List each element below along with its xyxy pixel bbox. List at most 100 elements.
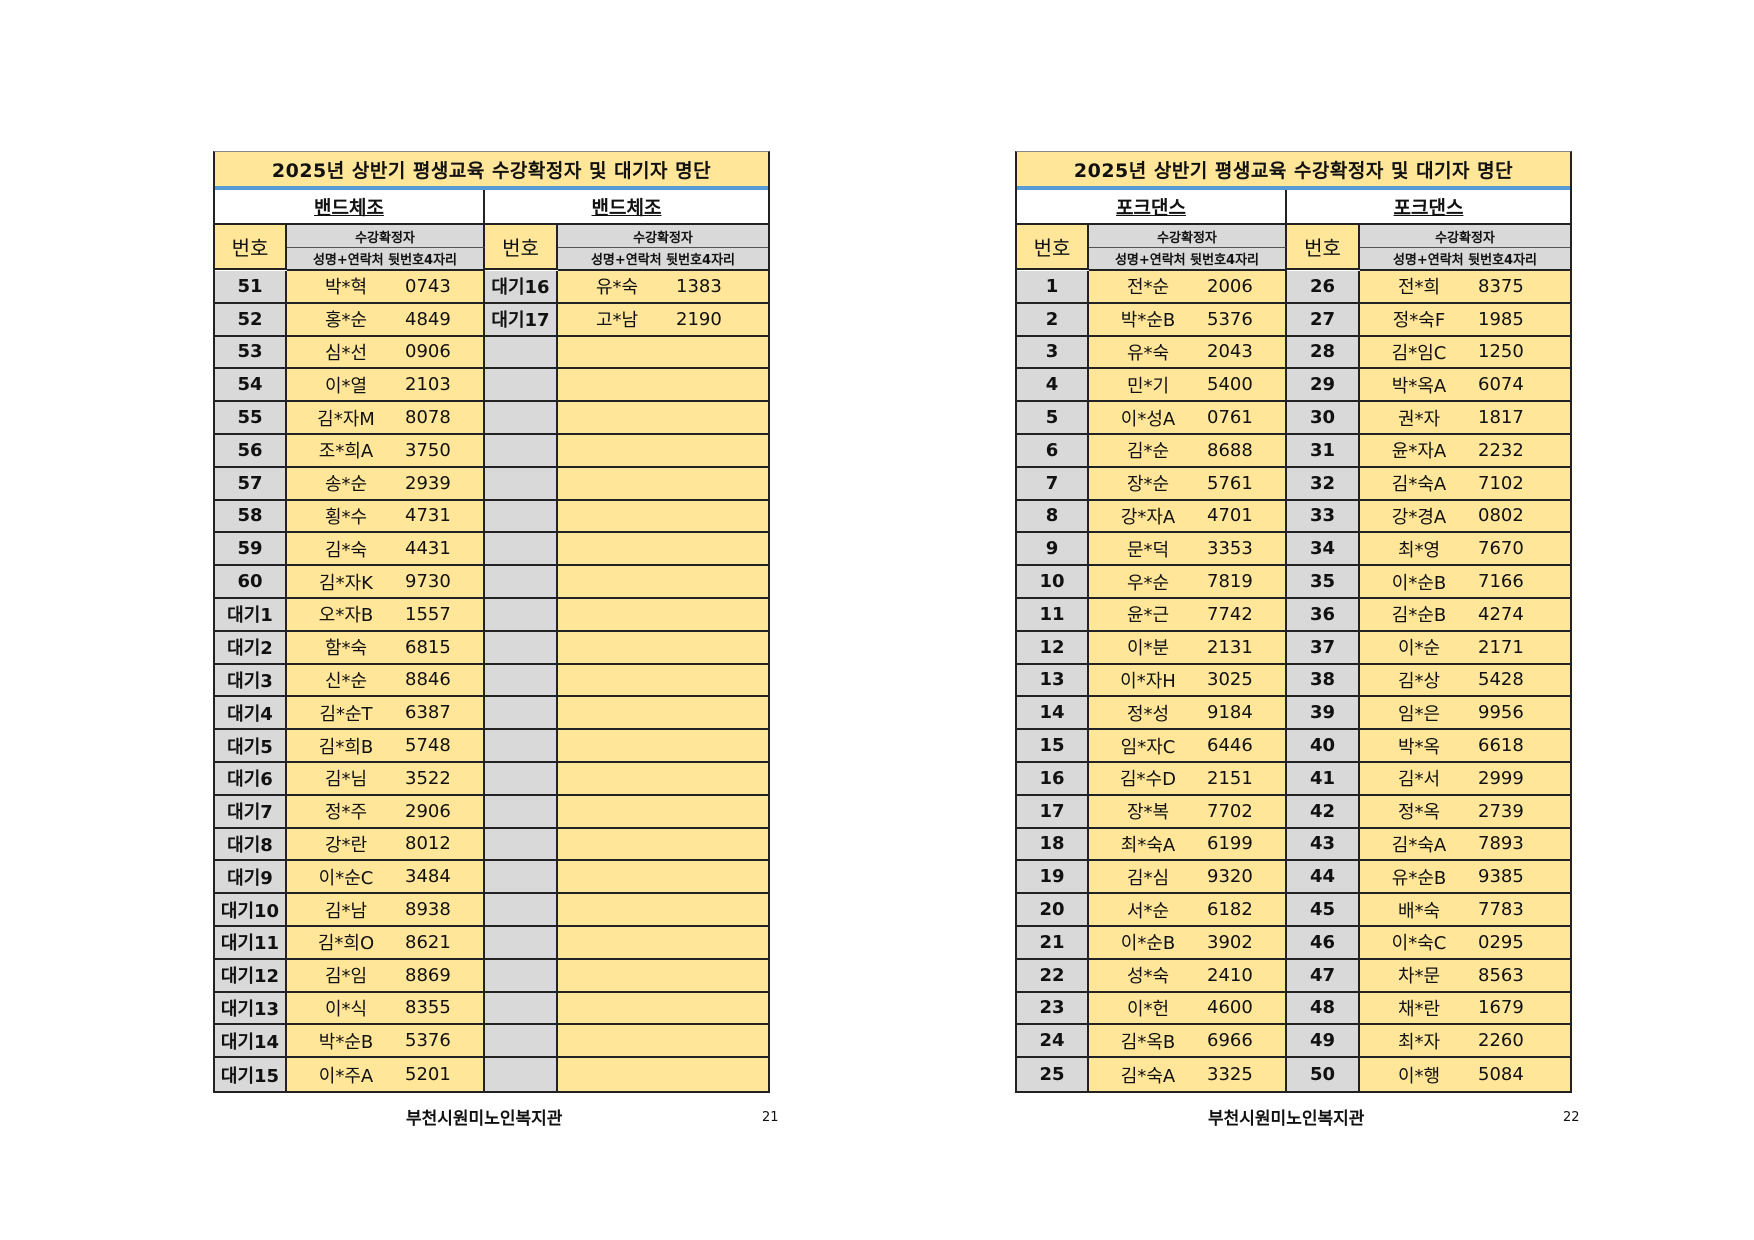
row-number xyxy=(485,730,558,763)
participant-name: 장*복 xyxy=(1126,802,1170,824)
participant-name: 서*순 xyxy=(1126,900,1170,922)
row-number: 19 xyxy=(1017,861,1089,895)
table-row-value: 배*숙 7783 xyxy=(1360,894,1570,927)
participant-name: 김*서 xyxy=(1397,769,1441,791)
participant-name: 함*숙 xyxy=(324,638,368,660)
row-number: 대기7 xyxy=(215,795,287,829)
table-row-value: 정*숙F 1985 xyxy=(1360,303,1570,337)
participant-name: 김*숙A xyxy=(1391,474,1447,496)
row-number: 56 xyxy=(215,434,287,468)
row-number xyxy=(485,828,558,862)
participant-name: 장*순 xyxy=(1126,474,1170,496)
row-number: 36 xyxy=(1287,598,1360,632)
table-row-value: 김*심 9320 xyxy=(1089,861,1287,895)
table-row-value: 이*성A 0761 xyxy=(1089,402,1287,435)
table-row-value xyxy=(558,631,768,665)
table-row-value: 강*자A 4701 xyxy=(1089,500,1287,534)
table-row-value xyxy=(558,566,768,599)
participant-name: 윤*근 xyxy=(1126,605,1170,627)
row-number xyxy=(485,369,558,403)
group-header: 수강확정자 xyxy=(558,225,768,248)
row-number: 33 xyxy=(1287,500,1360,534)
table-row-value xyxy=(558,500,768,534)
table-row-value: 김*숙A 7893 xyxy=(1360,828,1570,862)
table-row-value: 박*옥 6618 xyxy=(1360,730,1570,763)
table-row-value: 정*주 2906 xyxy=(287,795,485,829)
phone-last4: 2171 xyxy=(1478,636,1524,658)
phone-last4: 3750 xyxy=(405,439,451,461)
participant-name: 김*숙A xyxy=(1120,1065,1176,1087)
participant-name: 이*순B xyxy=(1391,572,1447,594)
participant-name: 강*란 xyxy=(324,834,368,856)
participant-name: 김*자M xyxy=(317,408,375,430)
row-number xyxy=(485,1025,558,1059)
table-row-value xyxy=(558,664,768,698)
row-number xyxy=(485,467,558,501)
row-number: 25 xyxy=(1017,1058,1089,1091)
participant-name: 신*순 xyxy=(324,670,368,692)
participant-name: 전*순 xyxy=(1126,277,1170,299)
phone-last4: 1679 xyxy=(1478,997,1524,1019)
table-row-value xyxy=(558,926,768,960)
row-number: 45 xyxy=(1287,894,1360,927)
phone-last4: 2190 xyxy=(676,308,722,330)
row-number: 43 xyxy=(1287,828,1360,862)
phone-last4: 9385 xyxy=(1478,866,1524,888)
phone-last4: 9956 xyxy=(1478,702,1524,724)
row-number: 38 xyxy=(1287,664,1360,698)
participant-name: 김*남 xyxy=(324,900,368,922)
row-number xyxy=(485,566,558,599)
table-row-value xyxy=(558,992,768,1026)
row-number: 44 xyxy=(1287,861,1360,895)
row-number: 대기17 xyxy=(485,303,558,337)
participant-name: 김*숙 xyxy=(324,539,368,561)
participant-name: 김*희O xyxy=(317,933,375,955)
participant-name: 유*숙 xyxy=(1126,342,1170,364)
participant-name: 심*선 xyxy=(324,342,368,364)
phone-last4: 6199 xyxy=(1207,833,1253,855)
phone-last4: 8621 xyxy=(405,931,451,953)
table-row-value: 임*자C 6446 xyxy=(1089,730,1287,763)
table-row-value: 정*옥 2739 xyxy=(1360,795,1570,829)
table-row-value xyxy=(558,1058,768,1091)
row-number: 60 xyxy=(215,566,287,599)
phone-last4: 5201 xyxy=(405,1064,451,1086)
phone-last4: 0761 xyxy=(1207,407,1253,429)
participant-name: 이*분 xyxy=(1126,638,1170,660)
phone-last4: 4274 xyxy=(1478,603,1524,625)
row-number xyxy=(485,598,558,632)
phone-last4: 8012 xyxy=(405,833,451,855)
table-row-value: 전*희 8375 xyxy=(1360,271,1570,304)
phone-last4: 2260 xyxy=(1478,1030,1524,1052)
phone-last4: 5761 xyxy=(1207,472,1253,494)
participant-name: 채*란 xyxy=(1397,998,1441,1020)
row-number xyxy=(485,959,558,993)
table-row-value: 유*순B 9385 xyxy=(1360,861,1570,895)
participant-name: 우*순 xyxy=(1126,572,1170,594)
participant-name: 김*희B xyxy=(318,736,374,758)
row-number xyxy=(485,697,558,731)
table-row-value: 유*숙 2043 xyxy=(1089,336,1287,370)
row-number xyxy=(485,926,558,960)
row-number: 1 xyxy=(1017,271,1089,304)
table-row-value xyxy=(558,762,768,796)
participant-name: 전*희 xyxy=(1397,277,1441,299)
row-number: 대기14 xyxy=(215,1025,287,1059)
table-row-value xyxy=(558,861,768,895)
table-row-value xyxy=(558,467,768,501)
table-row-value: 김*서 2999 xyxy=(1360,762,1570,796)
row-number: 47 xyxy=(1287,959,1360,993)
table-row-value: 이*헌 4600 xyxy=(1089,992,1287,1026)
row-number: 8 xyxy=(1017,500,1089,534)
row-number xyxy=(485,762,558,796)
participant-name: 홍*순 xyxy=(324,310,368,332)
phone-last4: 5376 xyxy=(405,1030,451,1052)
row-number: 4 xyxy=(1017,369,1089,403)
participant-name: 차*문 xyxy=(1397,966,1441,988)
table-row-value: 김*희O 8621 xyxy=(287,926,485,960)
phone-last4: 0743 xyxy=(405,275,451,297)
phone-last4: 2739 xyxy=(1478,800,1524,822)
row-number: 11 xyxy=(1017,598,1089,632)
table-row-value: 우*순 7819 xyxy=(1089,566,1287,599)
row-number: 50 xyxy=(1287,1058,1360,1091)
